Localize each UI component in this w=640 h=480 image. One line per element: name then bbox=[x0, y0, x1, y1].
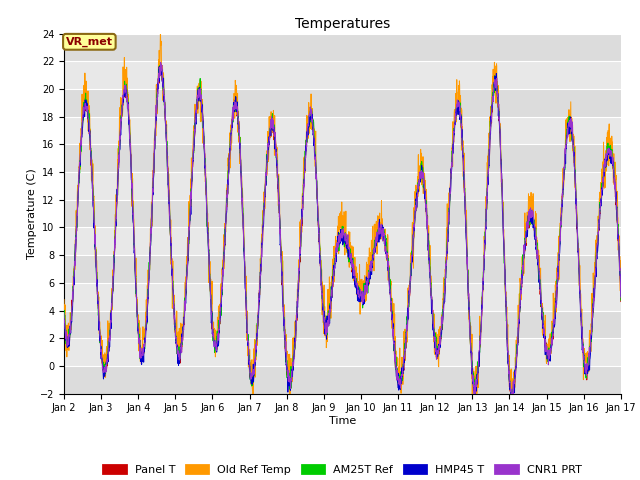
Line: Old Ref Temp: Old Ref Temp bbox=[64, 28, 621, 411]
Panel T bbox=[568, 132, 576, 138]
Panel T bbox=[359, 282, 367, 288]
Old Ref Temp bbox=[216, 311, 223, 316]
Old Ref Temp bbox=[157, 25, 164, 31]
Bar bbox=[64, 117, 621, 144]
HMP45 T bbox=[371, 247, 379, 252]
Panel T bbox=[216, 318, 223, 324]
Bar bbox=[64, 34, 621, 61]
CNR1 PRT bbox=[617, 294, 625, 300]
CNR1 PRT bbox=[584, 364, 591, 370]
HMP45 T bbox=[60, 319, 68, 324]
CNR1 PRT bbox=[216, 316, 223, 322]
CNR1 PRT bbox=[568, 119, 576, 125]
CNR1 PRT bbox=[371, 250, 379, 256]
AM25T Ref bbox=[504, 362, 512, 368]
Old Ref Temp bbox=[617, 292, 625, 298]
Y-axis label: Temperature (C): Temperature (C) bbox=[27, 168, 37, 259]
Bar bbox=[64, 255, 621, 283]
HMP45 T bbox=[359, 288, 367, 294]
HMP45 T bbox=[508, 405, 516, 411]
CNR1 PRT bbox=[60, 311, 68, 316]
HMP45 T bbox=[157, 61, 164, 67]
Panel T bbox=[504, 363, 512, 369]
HMP45 T bbox=[568, 125, 576, 131]
Panel T bbox=[508, 397, 516, 403]
Line: HMP45 T: HMP45 T bbox=[64, 64, 621, 408]
CNR1 PRT bbox=[504, 361, 512, 367]
AM25T Ref bbox=[617, 298, 625, 303]
Bar bbox=[64, 228, 621, 255]
Bar bbox=[64, 311, 621, 338]
Title: Temperatures: Temperatures bbox=[295, 17, 390, 31]
Panel T bbox=[617, 299, 625, 304]
CNR1 PRT bbox=[508, 393, 515, 398]
HMP45 T bbox=[617, 293, 625, 299]
AM25T Ref bbox=[508, 397, 515, 403]
HMP45 T bbox=[216, 320, 223, 326]
AM25T Ref bbox=[216, 318, 223, 324]
Bar bbox=[64, 200, 621, 228]
Legend: Panel T, Old Ref Temp, AM25T Ref, HMP45 T, CNR1 PRT: Panel T, Old Ref Temp, AM25T Ref, HMP45 … bbox=[99, 460, 586, 479]
AM25T Ref bbox=[568, 137, 576, 143]
Bar bbox=[64, 338, 621, 366]
Line: CNR1 PRT: CNR1 PRT bbox=[64, 62, 621, 396]
Old Ref Temp bbox=[60, 297, 68, 302]
Bar bbox=[64, 172, 621, 200]
AM25T Ref bbox=[371, 244, 379, 250]
HMP45 T bbox=[504, 358, 512, 364]
Bar bbox=[64, 144, 621, 172]
AM25T Ref bbox=[359, 305, 367, 311]
CNR1 PRT bbox=[359, 290, 367, 296]
AM25T Ref bbox=[157, 60, 164, 65]
Old Ref Temp bbox=[504, 351, 512, 357]
Bar bbox=[64, 366, 621, 394]
HMP45 T bbox=[584, 371, 591, 376]
Text: VR_met: VR_met bbox=[66, 36, 113, 47]
Panel T bbox=[156, 61, 164, 67]
Old Ref Temp bbox=[508, 408, 516, 414]
Panel T bbox=[584, 365, 591, 371]
Bar bbox=[64, 283, 621, 311]
Line: AM25T Ref: AM25T Ref bbox=[64, 62, 621, 400]
Old Ref Temp bbox=[584, 349, 591, 355]
CNR1 PRT bbox=[157, 60, 164, 65]
Panel T bbox=[60, 304, 68, 310]
Panel T bbox=[371, 240, 379, 245]
X-axis label: Time: Time bbox=[329, 416, 356, 426]
AM25T Ref bbox=[584, 355, 591, 360]
Line: Panel T: Panel T bbox=[64, 64, 621, 400]
Old Ref Temp bbox=[359, 290, 367, 296]
Old Ref Temp bbox=[568, 123, 576, 129]
Old Ref Temp bbox=[371, 221, 379, 227]
AM25T Ref bbox=[60, 312, 68, 318]
Bar bbox=[64, 89, 621, 117]
Bar bbox=[64, 61, 621, 89]
